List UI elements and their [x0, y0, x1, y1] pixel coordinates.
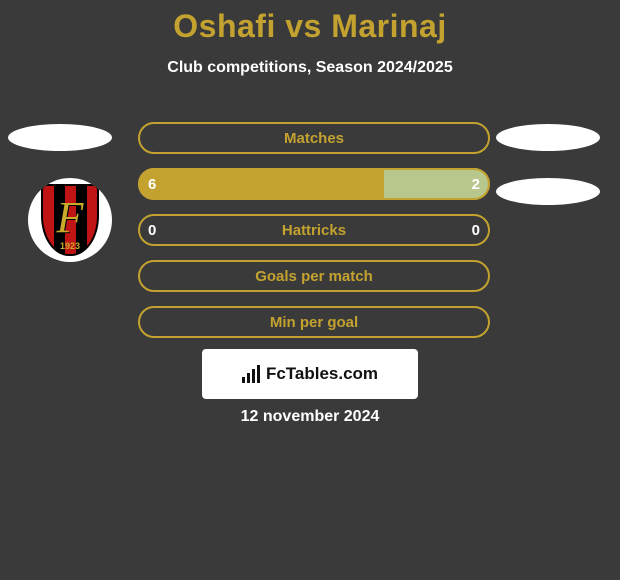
stat-label: Matches	[284, 130, 344, 147]
stat-row: Min per goal	[138, 306, 490, 338]
stat-bars: Matches Goals 6 2 Hattricks 0 0 Goals per match…	[138, 122, 490, 352]
stat-label: Goals per match	[255, 268, 373, 285]
page-title: Oshafi vs Marinaj	[0, 0, 620, 45]
site-badge[interactable]: FcTables.com	[202, 349, 418, 399]
date: 12 november 2024	[0, 408, 620, 426]
stat-row: Hattricks 0 0	[138, 214, 490, 246]
stat-value-left: 6	[138, 168, 166, 200]
subtitle: Club competitions, Season 2024/2025	[0, 45, 620, 77]
stat-label: Min per goal	[270, 314, 358, 331]
badge-year: 1923	[43, 241, 97, 251]
stat-row: Goals 6 2	[138, 168, 490, 200]
club-badge: F 1923	[28, 178, 112, 262]
stat-row: Matches	[138, 122, 490, 154]
stat-label: Goals	[293, 176, 335, 193]
stat-value-right: 2	[462, 168, 490, 200]
stat-value-right: 0	[462, 214, 490, 246]
stat-label: Hattricks	[282, 222, 346, 239]
player-slot-right-1	[496, 124, 600, 151]
stat-row: Goals per match	[138, 260, 490, 292]
bar-chart-icon	[242, 365, 260, 383]
player-slot-right-2	[496, 178, 600, 205]
stat-value-left: 0	[138, 214, 166, 246]
player-slot-left	[8, 124, 112, 151]
site-name: FcTables.com	[266, 364, 378, 384]
